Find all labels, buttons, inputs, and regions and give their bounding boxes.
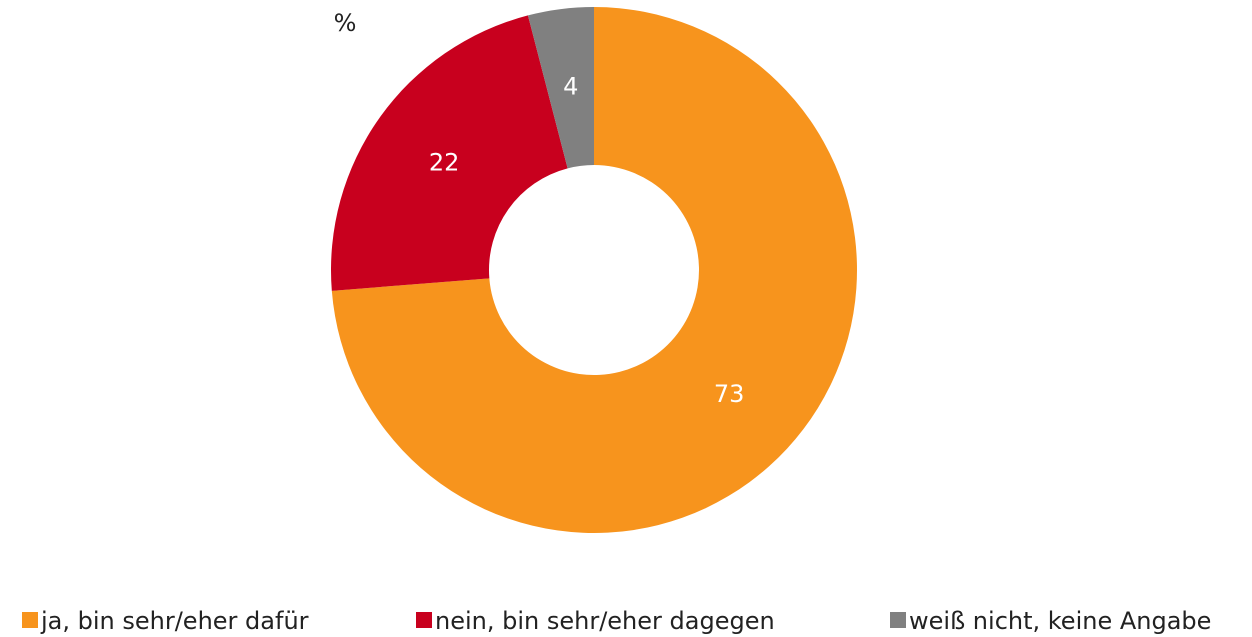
legend-swatch [22,612,38,628]
data-label: 73 [714,380,745,408]
data-label: 4 [563,72,578,100]
legend-label: ja, bin sehr/eher dafür [40,607,309,635]
donut-slice [527,7,594,169]
legend-swatch [416,612,432,628]
data-label: 22 [429,148,460,176]
legend-label: nein, bin sehr/eher dagegen [435,607,775,635]
legend-swatch [890,612,906,628]
unit-label: % [334,9,357,37]
donut-slice [331,15,568,291]
legend-label: weiß nicht, keine Angabe [909,607,1211,635]
donut-slice [331,7,858,533]
